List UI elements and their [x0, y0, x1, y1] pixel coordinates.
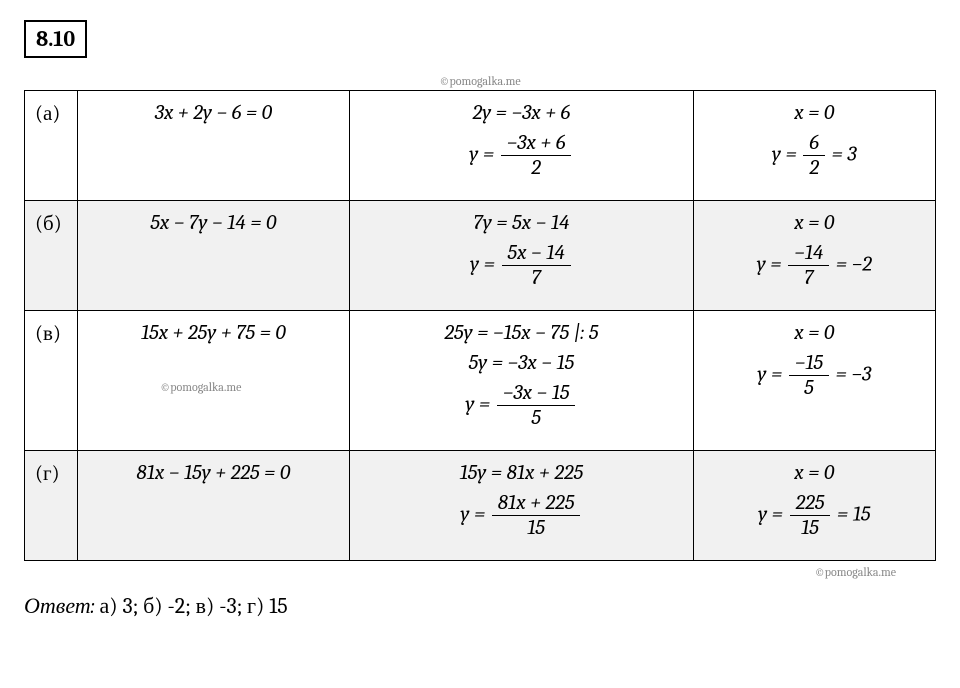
- equation-cell: 3x + 2y − 6 = 0: [77, 91, 350, 201]
- result-cell: x = 0y = −147 = −2: [693, 201, 935, 311]
- table-row: (г) 81x − 15y + 225 = 0 15y = 81x + 225y…: [25, 451, 936, 561]
- result-cell: x = 0y = 22515 = 15: [693, 451, 935, 561]
- solution-table: (а) 3x + 2y − 6 = 0 2y = −3x + 6y = −3x …: [24, 90, 936, 561]
- solve-cell: 15y = 81x + 225y = 81x + 22515: [350, 451, 693, 561]
- table-row: (б) 5x − 7y − 14 = 0 7y = 5x − 14y = 5x …: [25, 201, 936, 311]
- answer-text: а) 3; б) -2; в) -3; г) 15: [95, 593, 288, 619]
- row-label: (б): [25, 201, 78, 311]
- result-cell: x = 0y = −155 = −3: [693, 311, 935, 451]
- equation-cell: 81x − 15y + 225 = 0: [77, 451, 350, 561]
- answer-label: Ответ:: [24, 593, 95, 619]
- row-label: (г): [25, 451, 78, 561]
- watermark-bottom: ©pomogalka.me: [24, 565, 936, 579]
- table-row: (а) 3x + 2y − 6 = 0 2y = −3x + 6y = −3x …: [25, 91, 936, 201]
- watermark-top: ©pomogalka.me: [24, 74, 936, 88]
- answer-line: Ответ: а) 3; б) -2; в) -3; г) 15: [24, 593, 936, 619]
- watermark-middle: ©pomogalka.me: [160, 380, 241, 394]
- equation-cell: 5x − 7y − 14 = 0: [77, 201, 350, 311]
- row-label: (в): [25, 311, 78, 451]
- row-label: (а): [25, 91, 78, 201]
- solve-cell: 25y = −15x − 75 |: 55y = −3x − 15y = −3x…: [350, 311, 693, 451]
- exercise-number: 8.10: [24, 20, 87, 58]
- solve-cell: 2y = −3x + 6y = −3x + 62: [350, 91, 693, 201]
- result-cell: x = 0y = 62 = 3: [693, 91, 935, 201]
- solve-cell: 7y = 5x − 14y = 5x − 147: [350, 201, 693, 311]
